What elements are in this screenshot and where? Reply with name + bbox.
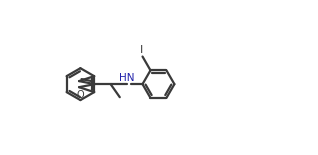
Text: O: O xyxy=(76,90,84,100)
Text: HN: HN xyxy=(119,73,134,83)
Text: I: I xyxy=(140,45,143,55)
